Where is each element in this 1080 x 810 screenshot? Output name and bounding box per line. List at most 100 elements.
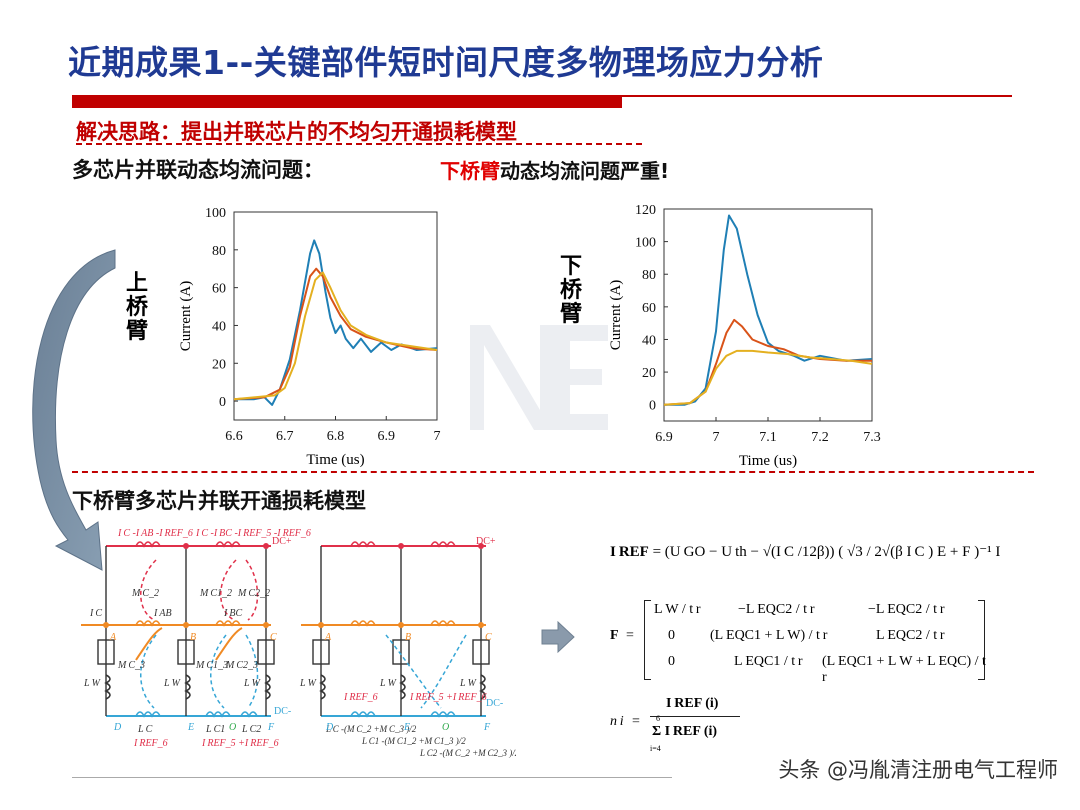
y-tick-labels: 0 20 40 60 80 100 120 [635, 203, 656, 414]
label-lw-1: L W [83, 678, 102, 689]
label-mc3: M C_3 [117, 660, 145, 671]
series-line-1 [664, 214, 873, 406]
series-lines [663, 214, 873, 406]
label-i-top-1: I C -I AB -I REF_6 [117, 528, 193, 539]
y-tick-label: 80 [642, 268, 656, 283]
f-lhs: F [610, 628, 619, 643]
label-lw-3: L W [243, 678, 262, 689]
subheading-finding: 下桥臂动态均流问题严重! [440, 155, 669, 184]
x-tick-label: 6.6 [225, 429, 243, 444]
y-tick-label: 120 [635, 203, 656, 218]
label-lw-5: L W [379, 678, 398, 689]
x-tick-labels: 6.6 6.7 6.8 6.9 7 [225, 429, 440, 444]
subheading-problem: 多芯片并联动态均流问题： [72, 158, 324, 182]
label-iref56-right: I REF_5 +I REF_6 [409, 692, 487, 703]
right-arrow-icon [541, 620, 575, 654]
label-dc-plus-right: DC+ [476, 536, 496, 547]
y-axis-label: Current (A) [178, 281, 194, 351]
f-r2c3: L EQC2 / t r [876, 628, 945, 643]
ni-numerator: I REF (i) [666, 696, 719, 711]
plot-frame [663, 208, 873, 422]
x-tick-label: 6.7 [276, 429, 294, 444]
label-eq1: L C -(M C_2 +M C_3 )/2 [325, 724, 417, 734]
plot-frame [233, 211, 438, 421]
f-r1c2: −L EQC2 / t r [738, 602, 815, 617]
y-tick-label: 100 [205, 206, 226, 221]
node-e: E [187, 722, 194, 733]
label-mc23: M C2_3 [225, 660, 258, 671]
title-accent-bar [72, 96, 622, 108]
y-tick-label: 80 [212, 244, 226, 259]
y-tick-label: 100 [635, 236, 656, 251]
label-dc-plus-left: DC+ [272, 536, 292, 547]
circuit-diagram: I C -I AB -I REF_6 I C -I BC -I REF_5 -I… [81, 528, 516, 758]
node-o-right: O [442, 722, 449, 733]
source-watermark: 头条 @冯胤清注册电气工程师 [778, 758, 1058, 782]
label-lc2: L C2 [241, 724, 261, 735]
series-line-3 [233, 271, 438, 401]
label-mc2: M C_2 [131, 588, 159, 599]
x-tick-labels: 6.9 7 7.1 7.2 7.3 [655, 430, 881, 445]
label-ic: I C [89, 608, 102, 619]
node-e-right: E [403, 722, 410, 733]
upper-arm-current-chart: 6.6 6.7 6.8 6.9 7 0 20 40 60 80 100 Time (us) Cur… [178, 206, 441, 468]
label-dc-minus-right: DC- [486, 698, 503, 709]
upper-arm-label: 上桥臂 [125, 271, 148, 344]
node-b-right: B [405, 632, 411, 643]
slide-title: 近期成果1--关键部件短时间尺度多物理场应力分析 [68, 43, 824, 82]
y-axis-label: Current (A) [608, 280, 624, 350]
lower-arm-label: 下桥臂 [559, 254, 582, 327]
label-lc: L C [137, 724, 153, 735]
equation-ni: n i = I REF (i) 6 Σ I REF (i) i=4 [610, 694, 750, 764]
y-tick-label: 20 [642, 366, 656, 381]
f-r1c3: −L EQC2 / t r [868, 602, 945, 617]
model-section-title: 下桥臂多芯片并联开通损耗模型 [72, 489, 366, 513]
x-tick-label: 6.8 [327, 429, 345, 444]
node-d: D [113, 722, 122, 733]
x-tick-label: 7 [713, 430, 720, 445]
ni-denominator: Σ I REF (i) [652, 724, 718, 739]
label-iref6-left: I REF_6 [133, 738, 168, 749]
finding-text: 动态均流问题严重! [500, 159, 670, 183]
node-a-right: A [324, 632, 332, 643]
f-r2c2: (L EQC1 + L W) / t r [710, 628, 828, 643]
x-tick-label: 6.9 [655, 430, 673, 445]
series-line-3 [663, 349, 873, 406]
series-line-2 [663, 318, 872, 406]
node-c: C [270, 632, 277, 643]
label-lc1: L C1 [205, 724, 225, 735]
y-tick-labels: 0 20 40 60 80 100 [205, 206, 226, 410]
y-tick-label: 0 [649, 399, 656, 414]
label-lw-6: L W [459, 678, 478, 689]
f-r2c1: 0 [668, 628, 675, 643]
x-axis-label: Time (us) [739, 453, 797, 469]
solution-statement: 解决思路：提出并联芯片的不均匀开通损耗模型 [76, 120, 517, 144]
f-r3c3: (L EQC1 + L W + L EQC) / t r [822, 654, 989, 685]
label-iab: I AB [153, 608, 172, 619]
label-mc12: M C1_2 [199, 588, 232, 599]
label-eq3: L C2 -(M C_2 +M C2_3 )/2 [419, 748, 516, 758]
node-d-right: D [325, 722, 334, 733]
node-f-right: F [483, 722, 491, 733]
equation-iref: I REF = (U GO − U th − √(I C /12β)) ( √3… [610, 542, 1000, 561]
y-tick-label: 20 [212, 357, 226, 372]
equation-f-matrix: F = L W / t r −L EQC2 / t r −L EQC2 / t … [610, 600, 989, 685]
series-lines [233, 239, 438, 406]
node-a: A [109, 632, 117, 643]
label-mc22: M C2_2 [237, 588, 270, 599]
x-tick-label: 7.3 [863, 430, 881, 445]
node-c-right: C [485, 632, 492, 643]
label-mc13: M C1_3 [195, 660, 228, 671]
label-lw-2: L W [163, 678, 182, 689]
node-o: O [229, 722, 236, 733]
f-r1c1: L W / t r [654, 602, 701, 617]
label-lw-4: L W [299, 678, 318, 689]
curved-arrow-icon [32, 249, 116, 571]
y-tick-label: 40 [642, 333, 656, 348]
ni-lhs: n i [610, 714, 624, 729]
label-i-top-2: I C -I BC -I REF_5 -I REF_6 [195, 528, 311, 539]
x-tick-label: 7.2 [811, 430, 829, 445]
chart-axes [663, 208, 873, 422]
y-tick-label: 40 [212, 319, 226, 334]
label-ibc: I BC [223, 608, 242, 619]
